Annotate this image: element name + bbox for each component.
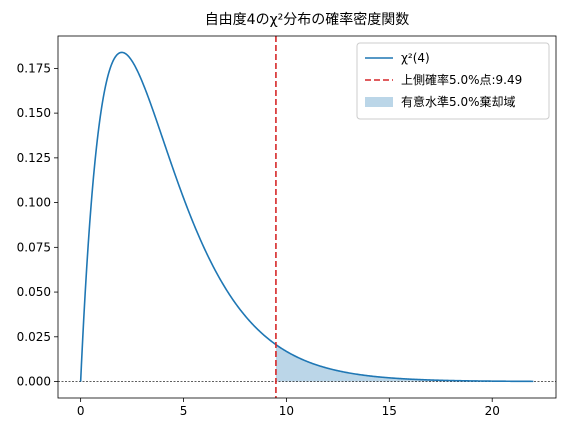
series-line-chi2-4 [79, 51, 534, 383]
legend-label: 有意水準5.0%棄却域 [401, 94, 516, 109]
x-tick-label: 10 [279, 404, 294, 418]
legend-item-chi2: χ²(4) [365, 51, 430, 65]
legend: χ²(4) 上側確率5.0%点:9.49 有意水準5.0%棄却域 [356, 42, 550, 120]
legend-label: χ²(4) [401, 51, 430, 65]
y-tick-label: 0.075 [17, 240, 51, 254]
y-tick-label: 0.025 [17, 330, 51, 344]
y-tick-label: 0.000 [17, 375, 51, 389]
plot-area [58, 36, 556, 398]
axes-frame [57, 35, 557, 399]
rejection-region [275, 344, 534, 382]
legend-box [356, 42, 550, 120]
legend-swatch [365, 97, 393, 107]
y-axis: 0.000 0.025 0.050 0.075 0.100 0.125 0.150 0.175 [17, 61, 58, 389]
y-tick-label: 0.050 [17, 285, 51, 299]
y-tick-label: 0.125 [17, 151, 51, 165]
chart-title: 自由度4のχ²分布の確率密度関数 [205, 11, 410, 28]
x-axis: 0 5 10 15 20 [77, 398, 500, 418]
legend-label: 上側確率5.0%点:9.49 [401, 72, 522, 87]
x-tick-label: 20 [485, 404, 500, 418]
legend-item-critical: 上側確率5.0%点:9.49 [365, 72, 522, 87]
y-tick-label: 0.100 [17, 196, 51, 210]
y-tick-label: 0.150 [17, 106, 51, 120]
legend-item-rejection: 有意水準5.0%棄却域 [365, 94, 516, 109]
x-tick-label: 5 [180, 404, 188, 418]
y-tick-label: 0.175 [17, 61, 51, 75]
x-tick-label: 15 [382, 404, 397, 418]
x-tick-label: 0 [77, 404, 85, 418]
